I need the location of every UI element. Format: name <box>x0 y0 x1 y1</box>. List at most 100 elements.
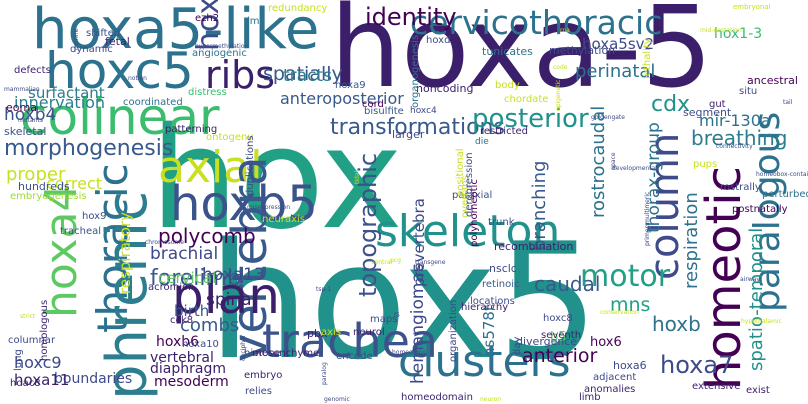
cloud-word: murine <box>73 28 80 50</box>
cloud-word: defects <box>14 65 51 76</box>
cloud-word: cck8 <box>170 315 194 326</box>
cloud-word: breathing <box>691 126 788 150</box>
cloud-word: hox <box>150 98 403 261</box>
cloud-word: skeleton <box>375 206 561 257</box>
cloud-word: multimeric <box>644 191 651 224</box>
cloud-word: tsp-1 <box>316 286 332 293</box>
cloud-word: trunk <box>488 217 515 228</box>
cloud-word: locations <box>470 296 515 307</box>
cloud-word: anomalies <box>584 384 636 395</box>
cloud-word: spatially <box>263 63 343 85</box>
cloud-word: limb <box>579 392 601 403</box>
cloud-word: mutants <box>18 117 43 124</box>
cloud-word: neuron <box>480 396 502 403</box>
cloud-word: restricted <box>480 126 528 137</box>
cloud-word: mid-gestation <box>700 27 742 34</box>
cloud-word: dynamic <box>70 44 113 55</box>
cloud-word: plan <box>172 267 280 325</box>
cloud-word: nsclc <box>489 262 517 275</box>
cloud-word: tail <box>783 99 793 106</box>
cloud-word: f5 <box>394 312 400 319</box>
cloud-word: retinoic <box>482 279 520 290</box>
cloud-word: paralog <box>321 362 328 385</box>
cloud-word: hoxb4 <box>4 105 57 125</box>
cloud-word: tracheal <box>60 226 102 237</box>
cloud-word: colinear <box>20 88 220 146</box>
cloud-word: lung <box>13 349 24 371</box>
cloud-word: perturbed <box>762 189 808 200</box>
cloud-word: segment <box>683 106 732 119</box>
cloud-word: caudal <box>534 272 601 296</box>
cloud-word: identity <box>365 3 457 31</box>
cloud-word: divergence <box>516 335 578 348</box>
cloud-word: distress <box>188 87 227 98</box>
cloud-word: cdx <box>651 92 691 117</box>
cloud-word: hoxc5 <box>45 42 194 100</box>
cloud-word: branching <box>529 160 550 251</box>
cloud-word: perinatal <box>575 61 656 82</box>
cloud-word: rna <box>560 27 570 34</box>
cloud-word: gut <box>709 99 726 110</box>
cloud-word: hoxa6 <box>613 359 647 372</box>
cloud-word: organogenesis <box>410 34 421 108</box>
cloud-word: neurol <box>353 327 385 338</box>
cloud-word: embryo <box>244 370 283 381</box>
cloud-word: vertebral <box>150 350 214 366</box>
cloud-word: bisulfite <box>364 106 404 117</box>
cloud-word: hypermethylation <box>195 43 249 50</box>
cloud-word: pcg <box>390 257 401 264</box>
cloud-word: hox1-3 <box>714 26 763 42</box>
cloud-word: trachea <box>262 314 439 368</box>
cloud-word: recombination <box>494 240 574 253</box>
cloud-word: hypothalamic <box>741 318 782 325</box>
cloud-word: hemangiomas <box>408 263 428 384</box>
cloud-word: clusters <box>398 336 571 387</box>
cloud-word: hoxb <box>652 312 701 336</box>
cloud-word: brachial <box>150 244 219 264</box>
cloud-word: derepression <box>464 152 475 217</box>
cloud-word: pups <box>693 159 718 170</box>
cloud-word: ribs <box>205 53 276 97</box>
cloud-word: mesenchyme <box>252 348 320 359</box>
cloud-word: chordate <box>504 94 549 105</box>
cloud-word: situ <box>739 86 758 97</box>
cloud-word: encode <box>336 351 373 362</box>
cloud-word: spinal <box>206 290 257 310</box>
cloud-word: maps <box>370 314 398 325</box>
cloud-word: diaphragm <box>150 361 226 377</box>
cloud-word: proper <box>6 164 66 185</box>
cloud-word: polycomb <box>158 224 256 248</box>
cloud-word: noncoding <box>416 82 474 95</box>
cloud-word: paraxial <box>452 190 493 201</box>
cloud-word: embryogenesis <box>10 191 87 202</box>
cloud-word: primers <box>644 222 651 246</box>
cloud-word: rostrocaudal <box>588 105 609 218</box>
cloud-word: hoxb6 <box>156 334 200 350</box>
cloud-word: hoxa7 <box>660 351 734 379</box>
cloud-word: adjacent <box>593 372 637 383</box>
cloud-word: hoxa-5 <box>330 0 713 113</box>
cloud-word: lethality <box>642 38 653 79</box>
cloud-word: acromion <box>148 282 195 293</box>
cloud-word: imc <box>247 16 266 27</box>
cloud-word: organization <box>448 299 459 362</box>
cloud-word: hdac8 <box>10 378 41 389</box>
cloud-word: hoxc4 <box>410 106 437 116</box>
cloud-word: genomic <box>324 396 350 403</box>
cloud-word: hoxa9 <box>335 80 366 91</box>
cloud-word: epigenetic <box>555 79 562 111</box>
cloud-word: anteroposterior <box>280 89 404 108</box>
cloud-word: methylation <box>549 44 616 57</box>
cloud-word: histone <box>244 348 281 359</box>
cloud-word: ventral <box>371 259 393 266</box>
cloud-word: anterior <box>522 345 598 367</box>
cloud-word: hoxa13 <box>202 265 265 285</box>
cloud-word: surfactant <box>28 84 105 102</box>
cloud-word: eoma <box>6 101 37 114</box>
cloud-word: developmental <box>612 165 657 172</box>
cloud-word: b5 <box>550 330 567 345</box>
cloud-word: cord <box>362 99 384 110</box>
cloud-word: forelimb <box>150 266 241 291</box>
cloud-word: cervicothoracic <box>410 3 663 42</box>
cloud-word: airway <box>740 276 760 283</box>
